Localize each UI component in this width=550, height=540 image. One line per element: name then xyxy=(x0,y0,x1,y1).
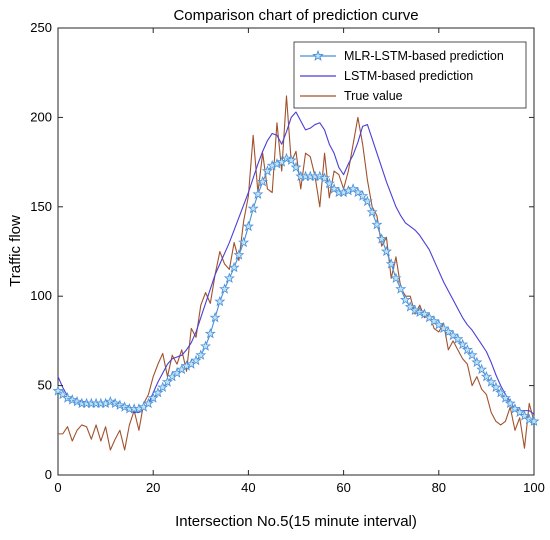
data-point-star xyxy=(485,376,497,387)
x-axis-label: Intersection No.5(15 minute interval) xyxy=(175,513,417,530)
data-point-star xyxy=(361,195,373,207)
data-point-star xyxy=(380,245,392,257)
data-point-star xyxy=(323,177,335,189)
series-layer xyxy=(52,95,540,451)
chart-title: Comparison chart of prediction curve xyxy=(173,7,418,24)
legend: MLR-LSTM-based prediction LSTM-based pre… xyxy=(293,41,527,109)
data-point-star xyxy=(200,340,212,351)
data-point-star xyxy=(390,272,402,283)
data-point-star xyxy=(119,401,131,412)
data-point-star xyxy=(366,206,378,217)
data-point-star xyxy=(204,327,216,339)
data-point-star xyxy=(142,397,154,409)
data-point-star xyxy=(261,165,273,176)
data-point-star xyxy=(62,392,73,403)
data-point-star xyxy=(400,294,411,305)
y-tick-label: 200 xyxy=(30,109,52,124)
data-point-star xyxy=(409,304,421,316)
x-tick-label: 40 xyxy=(241,480,255,495)
y-tick-label: 150 xyxy=(30,199,52,214)
data-point-star xyxy=(480,370,492,382)
axis-ticks: 0 20 40 60 80 100 0 50 100 150 200 250 xyxy=(30,20,545,495)
data-point-star xyxy=(504,397,516,409)
data-point-star xyxy=(471,356,483,368)
data-point-star xyxy=(209,311,221,323)
data-point-star xyxy=(495,386,507,398)
series-line-true-value xyxy=(58,95,535,451)
data-point-star xyxy=(376,233,388,244)
data-point-star xyxy=(490,381,502,393)
data-point-star xyxy=(395,283,407,294)
x-tick-label: 0 xyxy=(54,480,61,495)
x-tick-label: 20 xyxy=(146,480,160,495)
data-point-star xyxy=(223,272,235,283)
data-point-star xyxy=(195,349,207,360)
data-point-star xyxy=(114,399,126,410)
data-point-star xyxy=(371,218,383,230)
data-point-star xyxy=(257,176,269,187)
x-tick-label: 80 xyxy=(432,480,446,495)
x-tick-label: 60 xyxy=(336,480,350,495)
data-point-star xyxy=(162,376,173,387)
data-point-star xyxy=(476,363,488,375)
y-axis-label: Traffic flow xyxy=(7,215,24,287)
legend-star-marker xyxy=(312,49,324,61)
y-tick-label: 0 xyxy=(45,467,52,482)
data-point-star xyxy=(385,258,397,269)
data-point-star xyxy=(219,283,231,294)
data-point-star xyxy=(233,249,245,260)
legend-label-mlr-lstm: MLR-LSTM-based prediction xyxy=(344,49,504,63)
data-point-star xyxy=(157,381,169,393)
data-point-star xyxy=(147,392,159,403)
data-point-star xyxy=(523,413,535,425)
data-point-star xyxy=(528,415,540,427)
data-point-star xyxy=(457,338,469,350)
data-point-star xyxy=(247,202,259,214)
data-point-star xyxy=(66,394,78,405)
data-point-star xyxy=(319,172,331,183)
x-tick-label: 100 xyxy=(523,480,545,495)
data-point-star xyxy=(214,295,226,307)
data-point-star xyxy=(414,306,426,317)
data-point-star xyxy=(314,170,326,182)
data-point-star xyxy=(109,397,121,409)
legend-label-lstm: LSTM-based prediction xyxy=(344,69,473,83)
data-point-star xyxy=(290,161,302,173)
data-point-star xyxy=(190,354,202,366)
data-point-star xyxy=(357,190,369,201)
data-point-star xyxy=(285,154,297,165)
y-tick-label: 50 xyxy=(38,378,52,393)
data-point-star xyxy=(152,386,164,398)
data-point-star xyxy=(71,395,83,407)
data-point-star xyxy=(228,261,240,273)
data-point-star xyxy=(281,152,292,164)
data-point-star xyxy=(466,349,478,360)
legend-label-true-value: True value xyxy=(344,89,403,103)
y-tick-label: 100 xyxy=(30,288,52,303)
data-point-star xyxy=(452,333,464,344)
data-point-star xyxy=(461,344,473,355)
data-point-star xyxy=(252,188,264,199)
data-point-star xyxy=(238,236,250,248)
data-point-star xyxy=(499,392,511,403)
data-point-star xyxy=(242,220,254,232)
data-point-star xyxy=(104,395,116,407)
y-tick-label: 250 xyxy=(30,20,52,35)
legend-box xyxy=(293,41,527,109)
series-line-lstm xyxy=(57,111,535,415)
